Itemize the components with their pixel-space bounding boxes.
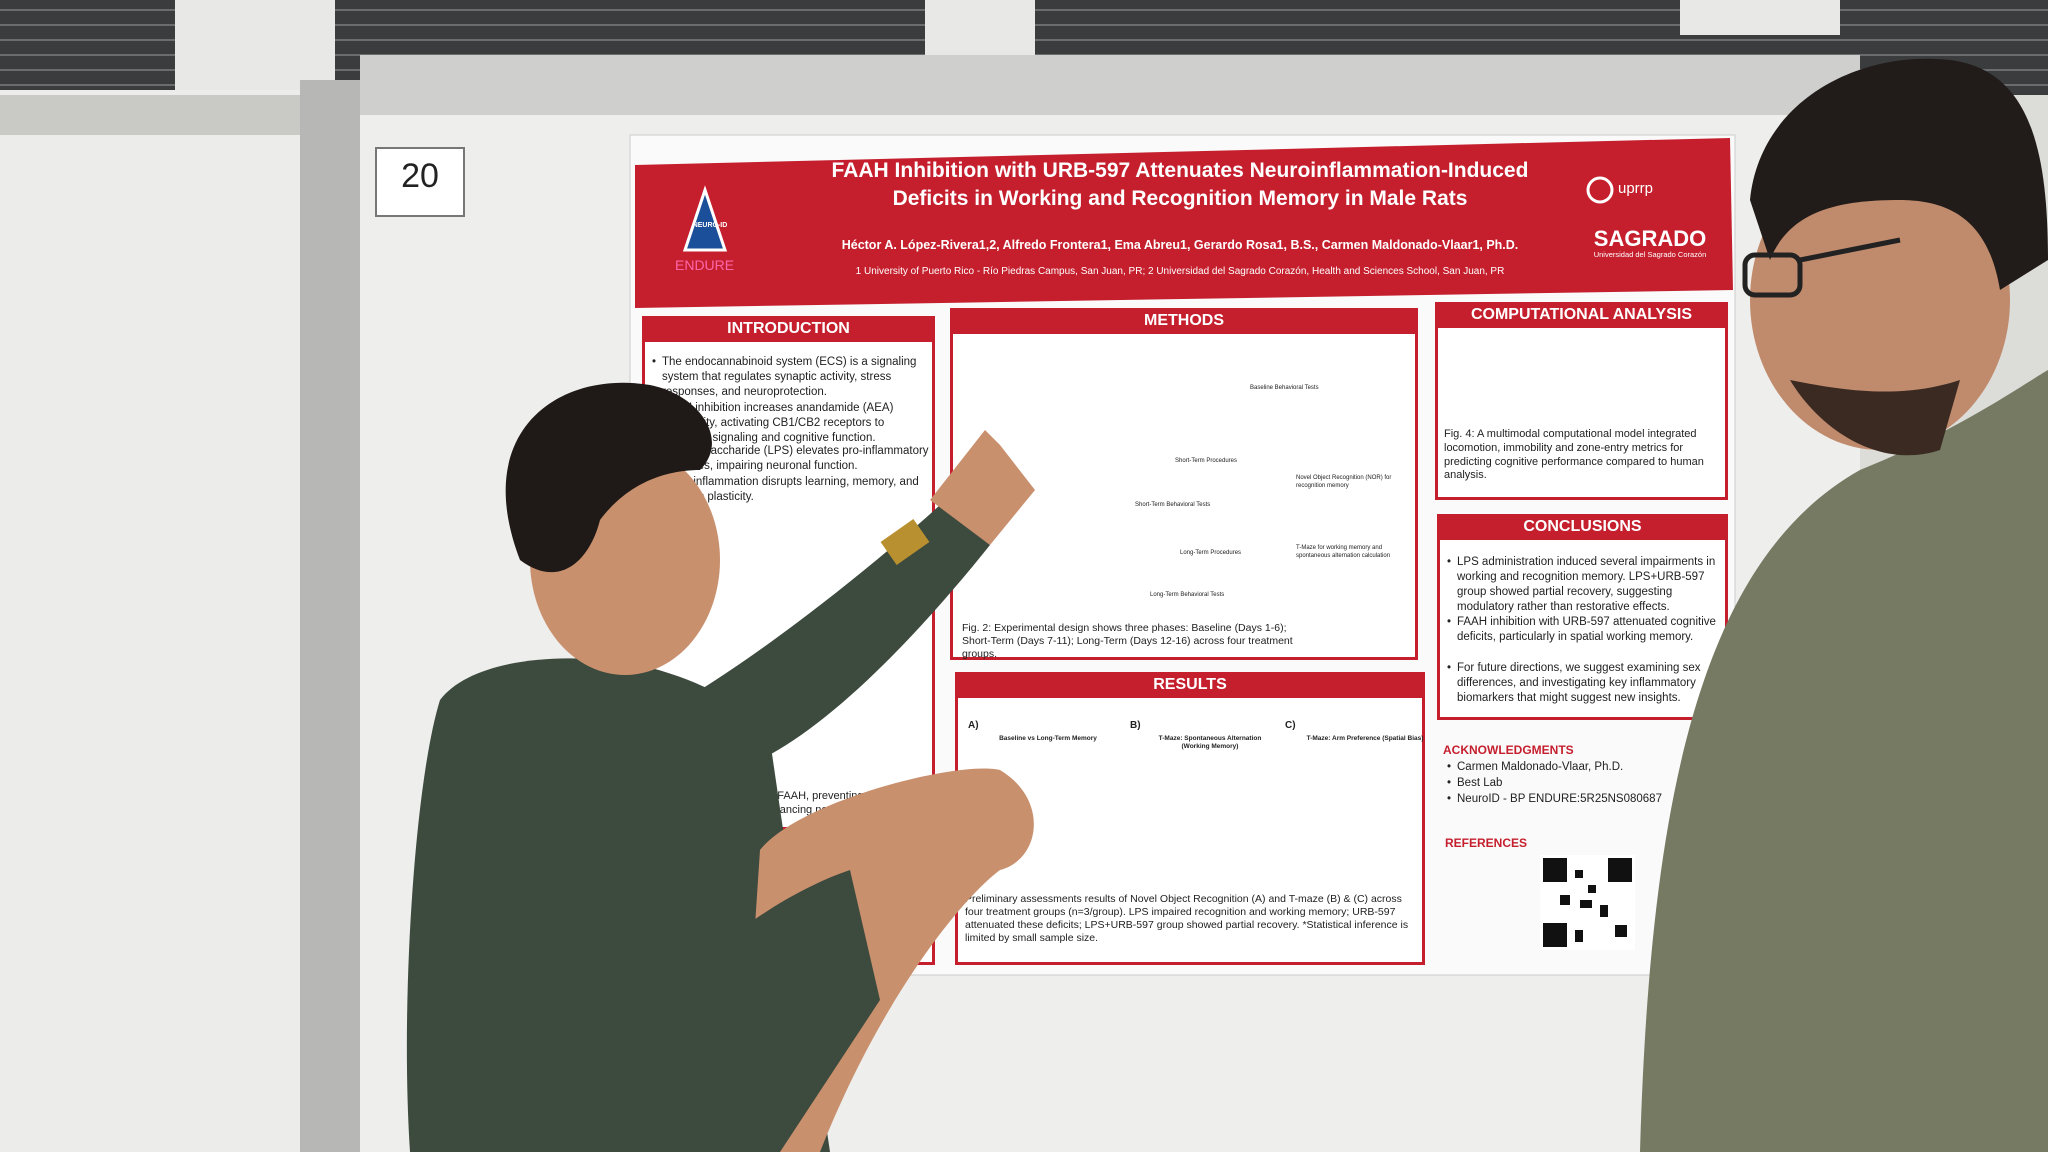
methods-label: Novel Object Recognition (NOR) for recog… <box>1296 475 1392 489</box>
panel-title: T-Maze: Arm Preference (Spatial Bias) <box>1306 735 1424 742</box>
panel-title: T-Maze: Spontaneous Alternation (Working… <box>1158 735 1262 751</box>
logo-sagrado: SAGRADO <box>1593 226 1707 251</box>
ack-item: Carmen Maldonado-Vlaar, Ph.D. <box>1447 760 1737 775</box>
section-heading: RESEARCH QUESTION <box>642 842 935 868</box>
methods-label: Long-Term Behavioral Tests <box>1150 592 1225 598</box>
logo-badge: NEURO-ID <box>692 222 728 229</box>
poster-affiliations: 1 University of Puerto Rico - Río Piedra… <box>855 266 1505 277</box>
section-heading: CONCLUSIONS <box>1437 514 1728 540</box>
intro-bullet: FAAH inhibition increases anandamide (AE… <box>652 401 934 446</box>
methods-label: Long-Term Procedures <box>1180 550 1242 556</box>
intro-bullet: The endocannabinoid system (ECS) is a si… <box>652 355 934 400</box>
panel-title: Baseline vs Long-Term Memory <box>999 735 1097 742</box>
methods-label: T-Maze for working memory and spontaneou… <box>1296 545 1391 559</box>
conclusion-bullet: FAAH inhibition with URB-597 attenuated … <box>1447 615 1729 645</box>
ack-item: Best Lab <box>1447 776 1737 791</box>
panel-label: C) <box>1285 720 1296 731</box>
logo-endure: ENDURE <box>675 257 735 273</box>
section-heading: COMPUTATIONAL ANALYSIS <box>1435 302 1728 328</box>
section-heading: METHODS <box>950 308 1418 334</box>
logo-sagrado-sub: Universidad del Sagrado Corazón <box>1593 250 1707 259</box>
methods-label: Short-Term Procedures <box>1175 458 1238 464</box>
results-caption: Preliminary assessments results of Novel… <box>965 893 1409 945</box>
section-heading: RESULTS <box>955 672 1425 698</box>
ack-item: NeuroID - BP ENDURE:5R25NS080687 <box>1447 792 1737 807</box>
poster-authors: Héctor A. López-Rivera1,2, Alfredo Front… <box>841 238 1519 252</box>
methods-label: Short-Term Behavioral Tests <box>1135 502 1211 508</box>
ref-heading: REFERENCES <box>1445 836 1528 850</box>
logo-uprrp: uprrp <box>1618 180 1654 197</box>
conclusion-bullet: For future directions, we suggest examin… <box>1447 661 1729 706</box>
board-number: 20 <box>401 157 439 195</box>
comp-caption: Fig. 4: A multimodal computational model… <box>1444 428 1704 482</box>
ack-heading: ACKNOWLEDGMENTS <box>1443 743 1574 757</box>
intro-bullet: Lipopolysaccharide (LPS) elevates pro-in… <box>652 444 934 474</box>
conclusion-bullet: LPS administration induced several impai… <box>1447 555 1729 615</box>
methods-caption: Fig. 2: Experimental design shows three … <box>962 622 1293 661</box>
intro-footer: inhibits FAAH, preventing anandamide and… <box>740 790 928 816</box>
panel-label: A) <box>968 720 979 731</box>
intro-bullet: Neuroinflammation disrupts learning, mem… <box>652 475 934 505</box>
methods-label: Baseline Behavioral Tests <box>1250 385 1319 391</box>
rq-text: via URB-597 counteract LPS in working an… <box>760 887 920 914</box>
poster-title: FAAH Inhibition with URB-597 Attenuates … <box>831 159 1529 211</box>
panel-label: B) <box>1130 720 1141 731</box>
section-heading: INTRODUCTION <box>642 316 935 342</box>
